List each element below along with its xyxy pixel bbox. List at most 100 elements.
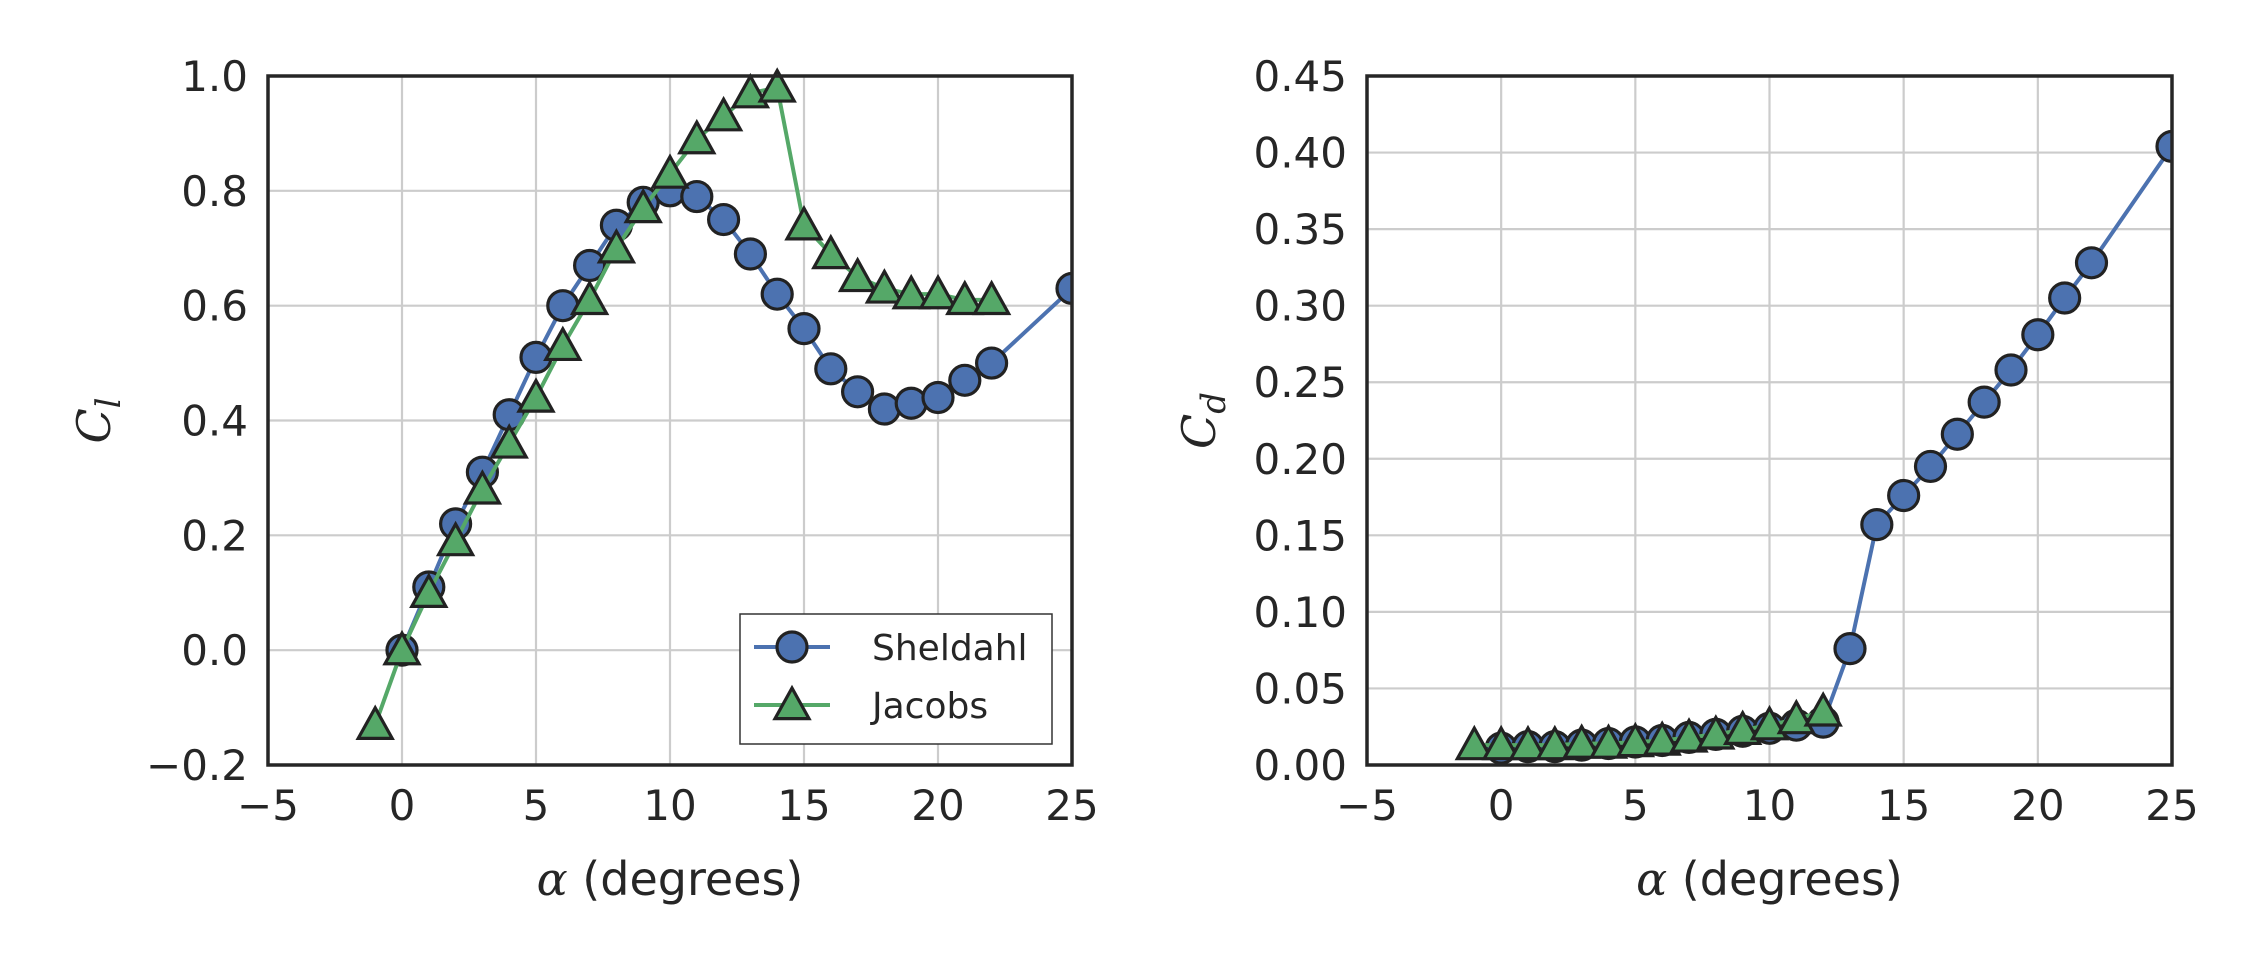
data-point-jacobs: [864, 268, 905, 304]
x-tick-label: 15: [777, 781, 830, 830]
series-jacobs: [355, 67, 1012, 741]
data-point-sheldahl: [814, 352, 848, 386]
data-point-jacobs: [516, 377, 556, 413]
data-point-jacobs: [1588, 723, 1629, 759]
data-point-sheldahl: [867, 392, 902, 426]
plot-frame: [266, 74, 1074, 767]
lift-coefficient-chart: −5 0 5 10 15 20 25 −0.2 0.0 0.2 0.4 0.6 0.8 1.0 α (deg…: [67, 52, 1099, 906]
data-point-jacobs: [1722, 709, 1763, 745]
data-point-sheldahl: [1967, 385, 2001, 419]
data-point-jacobs: [1561, 723, 1602, 759]
y-tick-label: −0.2: [146, 741, 248, 790]
data-point-sheldahl: [2074, 246, 2109, 280]
data-point-sheldahl: [760, 277, 794, 311]
data-point-jacobs: [1669, 717, 1709, 753]
data-point-sheldahl: [1860, 508, 1894, 542]
data-point-jacobs: [1696, 714, 1736, 750]
x-tick-label: 25: [1045, 781, 1098, 830]
y-tick-label: 0.25: [1253, 358, 1347, 407]
y-tick-label: 0.35: [1253, 205, 1347, 254]
data-point-sheldahl: [1833, 632, 1867, 666]
data-point-jacobs: [811, 233, 851, 270]
legend: Sheldahl Jacobs: [739, 613, 1053, 745]
data-point-jacobs: [945, 279, 985, 316]
y-axis-label: Cl: [67, 397, 129, 443]
data-point-jacobs: [918, 273, 958, 310]
data-point-jacobs: [409, 572, 449, 608]
y-tick-label: 0.05: [1253, 664, 1347, 713]
data-point-sheldahl: [921, 380, 955, 415]
data-point-jacobs: [757, 67, 797, 103]
legend-marker: [775, 630, 809, 664]
x-tick-label: 5: [523, 781, 550, 830]
y-tick-label: 0.15: [1253, 511, 1347, 560]
data-point-jacobs: [1481, 724, 1521, 761]
y-tick-label: 1.0: [181, 52, 248, 101]
grid: [1365, 74, 2174, 767]
y-tick-label: 0.20: [1253, 435, 1347, 484]
y-axis-label: Cd: [1172, 392, 1234, 449]
data-point-jacobs: [1803, 691, 1843, 727]
x-tick-label: −5: [237, 781, 299, 830]
legend-marker: [772, 684, 812, 721]
data-point-sheldahl: [733, 237, 768, 271]
data-point-jacobs: [569, 279, 610, 316]
data-point-jacobs: [1508, 724, 1548, 761]
y-tick-label: 0.45: [1253, 52, 1347, 101]
x-tick-label: 0: [1488, 781, 1515, 830]
data-point-jacobs: [1615, 721, 1656, 758]
data-point-sheldahl: [706, 202, 741, 237]
y-tick-label: 0.0: [181, 626, 248, 675]
plot-frame: [1365, 74, 2174, 767]
data-point-sheldahl: [2155, 129, 2172, 164]
legend-label: Jacobs: [870, 686, 988, 727]
data-point-sheldahl: [974, 346, 1009, 380]
y-tick-label: 0.2: [181, 511, 248, 560]
data-point-jacobs: [677, 118, 717, 155]
data-point-jacobs: [355, 704, 395, 741]
x-tick-label: 15: [1877, 781, 1930, 830]
data-point-sheldahl: [1913, 449, 1948, 484]
x-axis-label: α (degrees): [1636, 852, 1903, 906]
legend-item-sheldahl: Sheldahl: [754, 628, 1028, 669]
data-point-jacobs: [971, 279, 1012, 316]
y-tick-label: 0.00: [1253, 741, 1347, 790]
series-sheldahl: [1484, 129, 2172, 765]
data-point-jacobs: [703, 95, 744, 132]
data-point-jacobs: [462, 469, 503, 505]
y-tick-label: 0.10: [1253, 588, 1347, 637]
x-tick-label: 5: [1622, 781, 1649, 830]
series-jacobs: [1454, 691, 1843, 761]
data-point-jacobs: [1535, 724, 1575, 761]
legend-label: Sheldahl: [872, 628, 1028, 669]
x-tick-label: 20: [911, 781, 964, 830]
data-point-jacobs: [435, 520, 476, 557]
y-tick-label: 0.6: [181, 282, 248, 331]
data-point-jacobs: [891, 273, 931, 310]
data-point-sheldahl: [894, 386, 928, 420]
data-point-jacobs: [837, 256, 878, 293]
x-axis-label: α (degrees): [537, 852, 804, 906]
y-tick-label: 0.30: [1253, 282, 1347, 331]
x-tick-label: 20: [2011, 781, 2064, 830]
data-point-jacobs: [1749, 704, 1790, 741]
data-point-jacobs: [489, 423, 529, 459]
x-tick-label: 25: [2145, 781, 2198, 830]
x-tick-label: 10: [643, 781, 696, 830]
y-tick-label: 0.8: [181, 167, 248, 216]
data-point-sheldahl: [840, 375, 875, 409]
data-point-sheldahl: [2021, 318, 2055, 352]
x-tick-label: −5: [1336, 781, 1398, 830]
data-point-sheldahl: [1940, 417, 1974, 451]
data-point-jacobs: [623, 187, 663, 224]
data-point-jacobs: [730, 72, 771, 109]
data-point-jacobs: [596, 227, 637, 264]
data-point-sheldahl: [1887, 478, 1921, 513]
data-point-jacobs: [1642, 720, 1682, 756]
drag-coefficient-chart: −5 0 5 10 15 20 25 0.00 0.05 0.10 0.15 0.20 0.25 0.30…: [1172, 52, 2199, 906]
data-point-sheldahl: [948, 363, 982, 397]
data-point-sheldahl: [787, 312, 821, 346]
y-tick-label: 0.40: [1253, 129, 1347, 178]
data-point-jacobs: [543, 325, 583, 362]
